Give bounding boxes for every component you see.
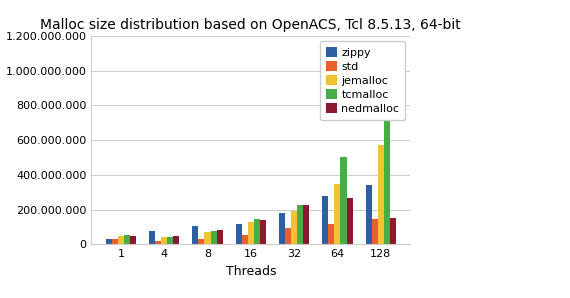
Bar xyxy=(210,231,217,244)
Bar xyxy=(173,236,180,244)
Bar xyxy=(205,232,210,244)
Bar xyxy=(285,228,291,244)
Bar xyxy=(167,237,173,244)
Bar xyxy=(335,184,340,244)
Bar xyxy=(161,238,167,244)
Bar xyxy=(118,236,124,244)
Bar xyxy=(303,205,310,244)
Bar xyxy=(105,239,112,244)
Bar xyxy=(297,205,303,244)
Bar xyxy=(198,240,205,244)
Bar xyxy=(149,231,155,244)
Bar xyxy=(372,219,378,244)
Bar xyxy=(260,220,266,244)
Bar xyxy=(112,240,118,244)
Bar xyxy=(254,219,260,244)
Bar xyxy=(130,236,136,244)
Bar xyxy=(242,235,248,244)
Bar xyxy=(279,213,285,244)
Bar xyxy=(390,218,396,244)
Legend: zippy, std, jemalloc, tcmalloc, nedmalloc: zippy, std, jemalloc, tcmalloc, nedmallo… xyxy=(320,41,405,120)
Bar xyxy=(248,222,254,244)
Bar xyxy=(340,156,347,244)
Bar xyxy=(384,55,390,244)
Bar xyxy=(291,211,297,244)
Title: Malloc size distribution based on OpenACS, Tcl 8.5.13, 64-bit: Malloc size distribution based on OpenAC… xyxy=(40,18,461,32)
Bar xyxy=(155,240,161,244)
Bar xyxy=(235,224,242,244)
Bar xyxy=(124,235,130,244)
X-axis label: Threads: Threads xyxy=(226,265,276,278)
Bar xyxy=(347,198,353,244)
Bar xyxy=(378,145,384,244)
Bar xyxy=(192,226,198,244)
Bar xyxy=(328,224,335,244)
Bar xyxy=(322,196,328,244)
Bar xyxy=(217,230,223,244)
Bar xyxy=(365,185,372,244)
